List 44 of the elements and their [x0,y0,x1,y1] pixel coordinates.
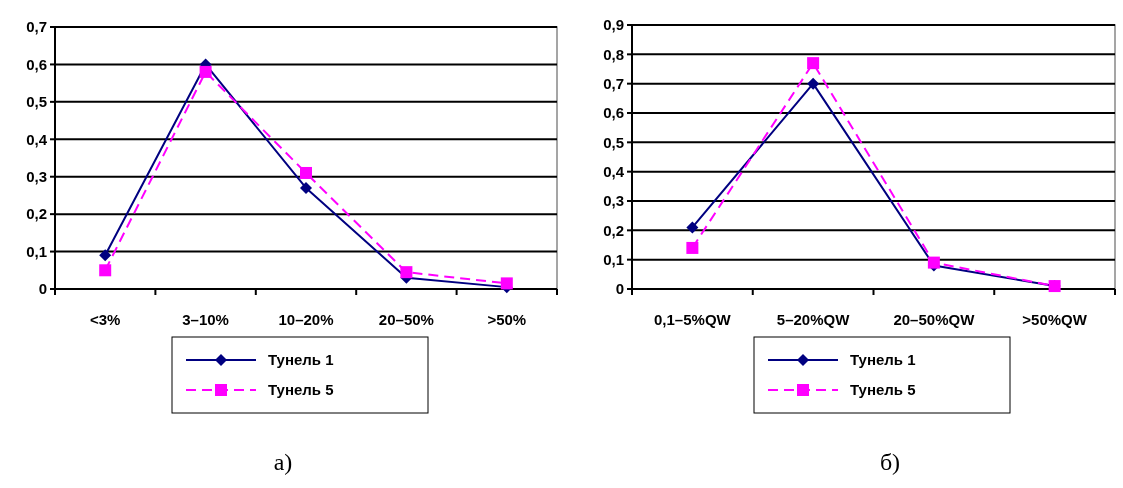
point [686,221,699,234]
y-tick-label: 0 [615,280,624,298]
y-tick-label: 0,1 [603,250,624,268]
point [199,65,212,78]
y-tick-label: 0,9 [603,16,624,34]
y-tick-label: 0,5 [26,93,47,111]
y-tick-label: 0,5 [603,133,624,151]
point [686,241,699,254]
x-tick-label: 20–50%QW [893,311,976,328]
x-tick-label: >50%QW [1022,311,1088,328]
point [300,166,312,179]
point [807,57,820,70]
y-tick-label: 0,4 [26,130,48,148]
x-tick-label: <3% [89,311,121,328]
y-tick-label: 0,4 [603,162,625,180]
y-tick-label: 0,1 [26,242,47,260]
x-tick-label: 20–50% [378,311,434,328]
point [300,181,312,194]
legend-label: Тунель 1 [850,351,916,369]
legend-label: Тунель 5 [850,381,916,399]
y-tick-label: 0,7 [26,18,47,36]
y-tick-label: 0,7 [603,74,624,92]
point [99,264,112,277]
x-tick-label: 5–20%QW [776,311,851,328]
point [500,277,513,290]
x-tick-label: 0,1–5%QW [654,311,732,328]
x-tick-label: 3–10% [182,311,229,328]
x-tick-label: 10–20% [278,311,334,328]
legend-label: Тунель 1 [268,351,334,369]
y-tick-label: 0,6 [603,104,624,122]
y-tick-label: 0,3 [603,192,624,210]
point [807,77,820,90]
text: б) [879,449,901,475]
y-tick-label: 0,8 [603,45,624,63]
y-tick-label: 0,3 [26,167,47,185]
y-tick-label: 0,2 [603,221,624,239]
legend-label: Тунель 5 [268,381,334,399]
y-tick-label: 0 [38,280,47,298]
x-tick-label: >50% [487,311,527,328]
point [99,249,112,262]
point [400,266,413,279]
y-tick-label: 0,6 [26,55,47,73]
y-tick-label: 0,2 [26,205,47,223]
text: а) [273,449,293,475]
